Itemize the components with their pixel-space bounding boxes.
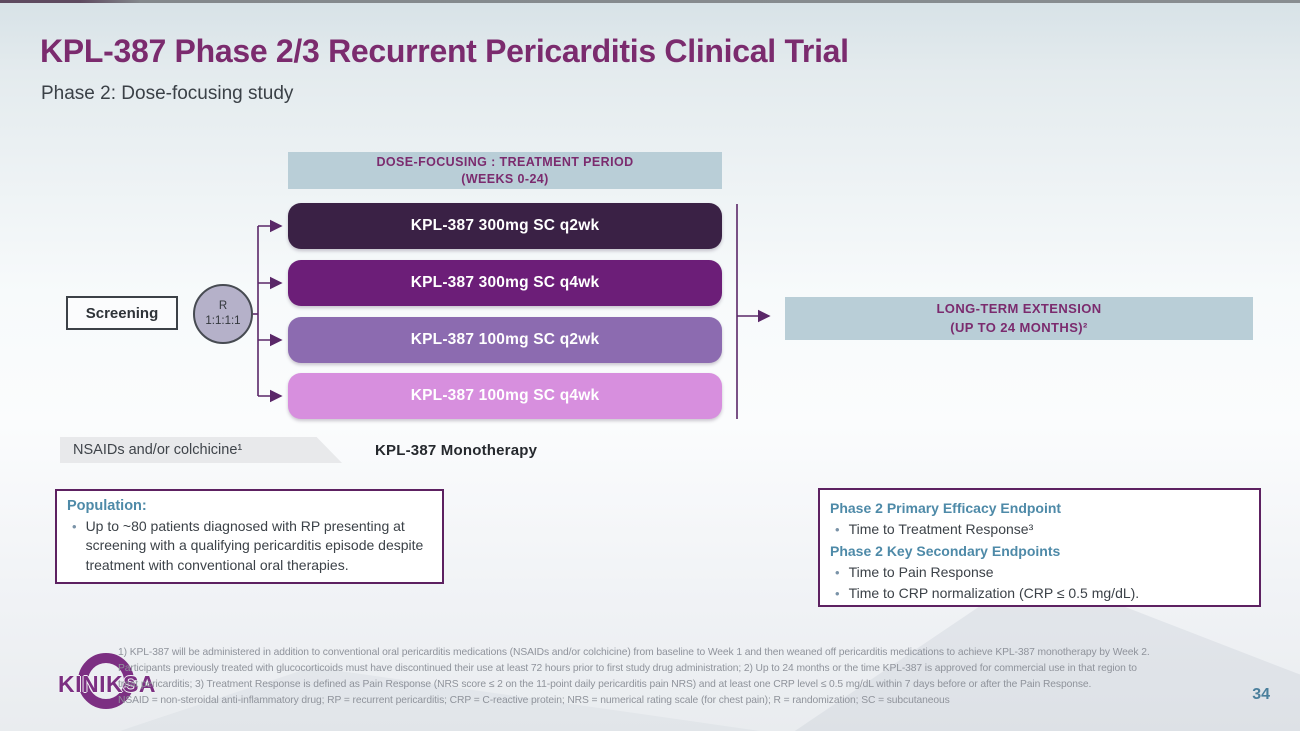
screening-box: Screening [66,296,178,330]
lte-line1: LONG-TERM EXTENSION [936,301,1102,317]
bullet-icon: • [835,522,840,537]
nsaids-label: NSAIDs and/or colchicine¹ [73,442,243,458]
treatment-arm-label: KPL-387 100mg SC q4wk [410,387,600,404]
randomization-circle: R 1:1:1:1 [193,284,253,344]
treatment-arm-300mg-q4wk: KPL-387 300mg SC q4wk [288,260,722,306]
endpoints-box: Phase 2 Primary Efficacy Endpoint • Time… [818,488,1261,607]
bullet-icon: • [835,564,840,580]
footnote-line: Participants previously treated with glu… [118,662,1137,674]
population-bullet: • Up to ~80 patients diagnosed with RP p… [67,517,432,575]
treatment-arm-100mg-q2wk: KPL-387 100mg SC q2wk [288,317,722,363]
treatment-arm-label: KPL-387 100mg SC q2wk [410,331,600,348]
page-subtitle: Phase 2: Dose-focusing study [41,83,294,104]
primary-endpoint-title: Phase 2 Primary Efficacy Endpoint [830,500,1062,516]
screening-label: Screening [85,304,159,322]
bullet-icon: • [72,519,77,534]
primary-endpoint-text: Time to Treatment Response³ [848,521,1034,537]
footnote-line: 1) KPL-387 will be administered in addit… [118,647,1150,658]
kiniksa-logo: KINIKSA [48,650,166,716]
treatment-period-line1: DOSE-FOCUSING : TREATMENT PERIOD [376,154,634,169]
population-title: Population: [67,498,147,514]
nsaids-colchicine-ribbon: NSAIDs and/or colchicine¹ [60,437,342,463]
randomization-r: R [218,300,228,313]
secondary-endpoint-text: Time to CRP normalization (CRP ≤ 0.5 mg/… [848,585,1140,601]
kiniksa-logo-text: KINIKSA [57,671,157,697]
secondary-endpoints-title: Phase 2 Key Secondary Endpoints [830,542,1061,559]
long-term-extension-box: LONG-TERM EXTENSION (UP TO 24 MONTHS)² [785,297,1253,340]
kiniksa-ring-icon [78,653,134,709]
footnote-line: NSAID = non-steroidal anti-inflammatory … [118,694,950,706]
footnote-line: treat pericarditis; 3) Treatment Respons… [118,678,1092,690]
population-box: Population: • Up to ~80 patients diagnos… [55,489,444,584]
lte-line2: (UP TO 24 MONTHS)² [950,319,1088,335]
top-border-rule [0,0,1300,3]
randomization-ratio: 1:1:1:1 [205,315,241,327]
secondary-endpoint-bullet: • Time to CRP normalization (CRP ≤ 0.5 m… [830,584,1249,604]
secondary-endpoint-text: Time to Pain Response [848,563,994,580]
treatment-period-header: DOSE-FOCUSING : TREATMENT PERIOD (WEEKS … [288,152,722,189]
treatment-arm-300mg-q2wk: KPL-387 300mg SC q2wk [288,203,722,249]
secondary-endpoint-bullet: • Time to Pain Response [830,563,1249,583]
monotherapy-label: KPL-387 Monotherapy [375,442,538,459]
page-title: KPL-387 Phase 2/3 Recurrent Pericarditis… [40,33,849,69]
population-bullet-text: Up to ~80 patients diagnosed with RP pre… [85,518,424,573]
page-number: 34 [1252,686,1270,703]
treatment-arm-label: KPL-387 300mg SC q2wk [410,217,600,234]
bullet-icon: • [835,586,840,601]
footnotes: 1) KPL-387 will be administered in addit… [118,645,1150,709]
primary-endpoint-bullet: • Time to Treatment Response³ [830,520,1249,540]
treatment-arm-label: KPL-387 300mg SC q4wk [410,274,600,291]
treatment-arm-100mg-q4wk: KPL-387 100mg SC q4wk [288,373,722,419]
treatment-period-line2: (WEEKS 0-24) [461,171,549,186]
